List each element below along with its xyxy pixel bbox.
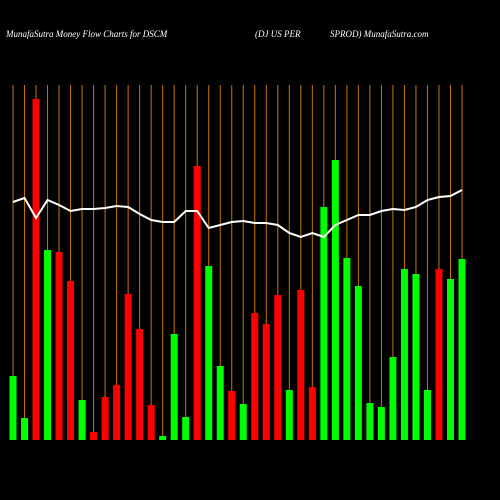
bar: [67, 281, 75, 440]
bar: [446, 279, 454, 440]
bar: [205, 266, 213, 440]
bar: [32, 99, 40, 440]
chart-subtitle-right: SPROD) MunafaSutra.com: [330, 29, 429, 39]
bar: [262, 324, 270, 440]
bar: [297, 290, 305, 440]
bar: [377, 407, 385, 440]
bar: [320, 207, 328, 440]
bar: [366, 403, 374, 440]
bar: [147, 405, 155, 440]
chart-subtitle: (DJ US PER: [255, 29, 301, 39]
bar: [239, 404, 247, 440]
bar: [44, 250, 52, 440]
bar: [228, 391, 236, 440]
bar: [193, 166, 201, 440]
bar: [331, 160, 339, 440]
bar: [21, 418, 29, 440]
bar: [285, 390, 293, 440]
bar: [274, 295, 282, 440]
bar: [423, 390, 431, 440]
trend-line: [12, 189, 463, 239]
bar: [435, 269, 443, 440]
bar: [400, 269, 408, 440]
bar: [412, 274, 420, 440]
bar: [136, 329, 144, 440]
bar: [113, 385, 121, 440]
bar: [55, 252, 63, 440]
bar: [101, 397, 109, 440]
chart-title: MunafaSutra Money Flow Charts for DSCM: [5, 29, 168, 39]
bar: [216, 366, 224, 440]
bar: [170, 334, 178, 440]
bar: [159, 436, 167, 440]
bar: [90, 432, 98, 440]
bar: [182, 417, 190, 440]
bar: [251, 313, 259, 440]
bar: [343, 258, 351, 440]
bar: [308, 387, 316, 440]
bar: [389, 357, 397, 440]
bar: [458, 259, 466, 440]
bar: [9, 376, 17, 440]
bar: [124, 294, 132, 440]
bar: [78, 400, 86, 440]
bar: [354, 286, 362, 440]
